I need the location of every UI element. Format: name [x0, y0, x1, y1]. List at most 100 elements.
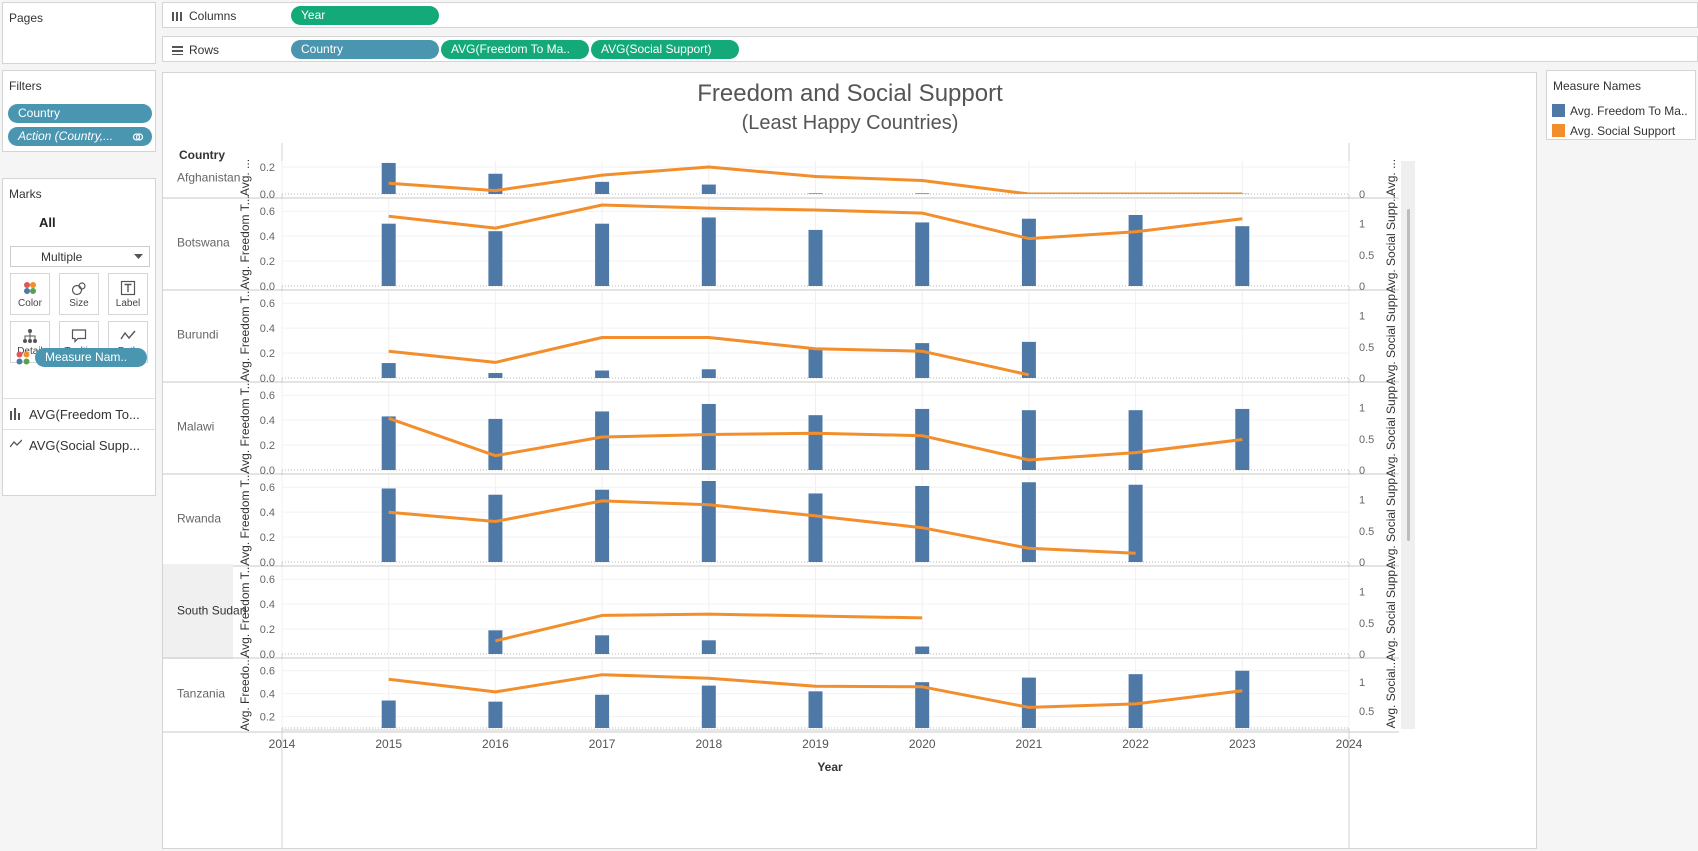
chart-area[interactable]: Freedom and Social Support (Least Happy …: [162, 72, 1537, 849]
left-tick-label: 0.2: [260, 712, 275, 724]
chart-title: Freedom and Social Support: [697, 80, 1003, 107]
filter-action-pill[interactable]: Action (Country,...: [8, 127, 152, 146]
country-row-pill[interactable]: Country: [291, 40, 439, 59]
marks-title: Marks: [9, 187, 42, 201]
pane-marks-malawi: [381, 403, 1250, 470]
right-tick-label: 0.5: [1359, 342, 1374, 354]
freedom-bar-malawi-2022: [1128, 410, 1143, 470]
right-axis-title: Avg. Social Supp...: [1384, 376, 1398, 477]
tooltip-icon: [71, 329, 87, 343]
social-row-pill[interactable]: AVG(Social Support): [591, 40, 739, 59]
color-label: Color: [18, 298, 42, 309]
line-chart-icon: [10, 439, 22, 448]
right-tick-label: 0: [1359, 189, 1365, 201]
right-axis-title: Avg. Social Supp...: [1384, 192, 1398, 293]
freedom-bar-malawi-2020: [915, 408, 930, 470]
right-tick-label: 0.5: [1359, 250, 1374, 262]
freedom-bar-malawi-2015: [381, 416, 396, 470]
freedom-bar-botswana-2017: [595, 223, 610, 286]
left-tick-label: 0.4: [260, 599, 275, 611]
x-tick-2021: 2021: [1016, 737, 1043, 751]
label-label: Label: [115, 298, 141, 309]
right-axis-title: Avg. Social Supp...: [1384, 284, 1398, 385]
pane-marks-botswana: [381, 203, 1250, 286]
freedom-row-pill[interactable]: AVG(Freedom To Ma..: [441, 40, 589, 59]
left-tick-label: 0.0: [260, 557, 275, 569]
freedom-bar-tanzania-2018: [701, 685, 716, 728]
pages-panel[interactable]: Pages: [2, 2, 156, 64]
freedom-bar-botswana-2022: [1128, 214, 1143, 286]
link-icon: [132, 133, 144, 141]
social-measure-tab[interactable]: AVG(Social Supp...: [3, 429, 155, 460]
panes-group: Afghanistan 0.0 0.2 Avg. ... 0 Avg. ... Botswa…: [163, 143, 1415, 848]
scrollbar-thumb[interactable]: [1407, 209, 1410, 541]
label-button[interactable]: Label: [108, 273, 148, 315]
measure-names-pill[interactable]: Measure Nam..: [35, 348, 147, 367]
mark-type-select[interactable]: Multiple: [10, 246, 150, 267]
freedom-bar-south-sudan-2020: [915, 646, 930, 654]
social-support-line-tanzania: [388, 673, 1243, 709]
pages-label: Pages: [9, 11, 44, 25]
left-tick-label: 0.0: [260, 189, 275, 201]
freedom-bar-afghanistan-2017: [595, 181, 610, 194]
left-tick-label: 0.2: [260, 256, 275, 268]
freedom-bar-tanzania-2021: [1021, 677, 1036, 728]
right-tick-label: 0: [1359, 373, 1365, 385]
freedom-bar-botswana-2018: [701, 217, 716, 286]
detail-icon: [23, 329, 37, 343]
year-pill[interactable]: Year: [291, 6, 439, 25]
freedom-bar-rwanda-2022: [1128, 484, 1143, 562]
left-axis-title: Avg. Freedom T...: [238, 563, 252, 657]
marks-all-tab[interactable]: All: [39, 215, 56, 230]
left-tick-label: 0.2: [260, 624, 275, 636]
freedom-measure-tab[interactable]: AVG(Freedom To...: [3, 398, 155, 429]
rows-icon: [172, 46, 183, 56]
freedom-bar-malawi-2016: [488, 418, 503, 470]
freedom-bar-tanzania-2017: [595, 694, 610, 728]
detail-button[interactable]: Detail: [10, 321, 50, 363]
freedom-bar-rwanda-2021: [1021, 482, 1036, 562]
columns-shelf[interactable]: Columns Year: [162, 2, 1698, 28]
left-tick-label: 0.4: [260, 507, 275, 519]
freedom-bar-tanzania-2022: [1128, 674, 1143, 728]
freedom-bar-malawi-2018: [701, 403, 716, 470]
chart-subtitle: (Least Happy Countries): [742, 112, 959, 134]
social-support-line-malawi: [388, 416, 1243, 462]
freedom-bar-tanzania-2015: [381, 700, 396, 728]
left-tick-label: 0.4: [260, 415, 275, 427]
rows-shelf[interactable]: Rows Country AVG(Freedom To Ma.. AVG(Soc…: [162, 36, 1698, 62]
pane-marks-burundi: [381, 336, 1036, 378]
color-button[interactable]: Color: [10, 273, 50, 315]
left-tick-label: 0.6: [260, 574, 275, 586]
social-support-line-south-sudan: [495, 612, 923, 643]
social-support-line-afghanistan: [388, 165, 1243, 194]
left-tick-label: 0.6: [260, 390, 275, 402]
right-axis-title: Avg. Social...: [1384, 659, 1398, 729]
freedom-bar-botswana-2019: [808, 229, 823, 286]
freedom-bar-rwanda-2015: [381, 488, 396, 562]
right-tick-label: 0: [1359, 557, 1365, 569]
left-tick-label: 0.6: [260, 482, 275, 494]
pane-marks-rwanda: [381, 481, 1143, 562]
freedom-bar-tanzania-2023: [1235, 670, 1250, 728]
left-tick-label: 0.6: [260, 298, 275, 310]
chart-svg[interactable]: Freedom and Social Support (Least Happy …: [163, 73, 1536, 848]
freedom-bar-rwanda-2019: [808, 493, 823, 562]
left-tick-label: 0.0: [260, 373, 275, 385]
freedom-bar-tanzania-2020: [915, 682, 930, 728]
color-dots-icon: [16, 351, 30, 365]
freedom-bar-malawi-2023: [1235, 408, 1250, 470]
freedom-bar-south-sudan-2017: [595, 635, 610, 654]
row-label-south-sudan: South Sudan: [177, 604, 246, 618]
left-tick-label: 0.6: [260, 666, 275, 678]
left-tick-label: 0.2: [260, 440, 275, 452]
freedom-bar-botswana-2015: [381, 223, 396, 286]
freedom-measure-label: AVG(Freedom To...: [29, 407, 140, 422]
right-tick-label: 1: [1359, 219, 1365, 231]
right-tick-label: 1: [1359, 403, 1365, 415]
filter-country-pill[interactable]: Country: [8, 104, 152, 123]
right-tick-label: 0: [1359, 281, 1365, 293]
size-button[interactable]: Size: [59, 273, 99, 315]
right-tick-label: 0: [1359, 649, 1365, 661]
x-axis: 2014 2015 2016 2017 2018 2019 2020 2021 2022 2023…: [269, 729, 1363, 751]
